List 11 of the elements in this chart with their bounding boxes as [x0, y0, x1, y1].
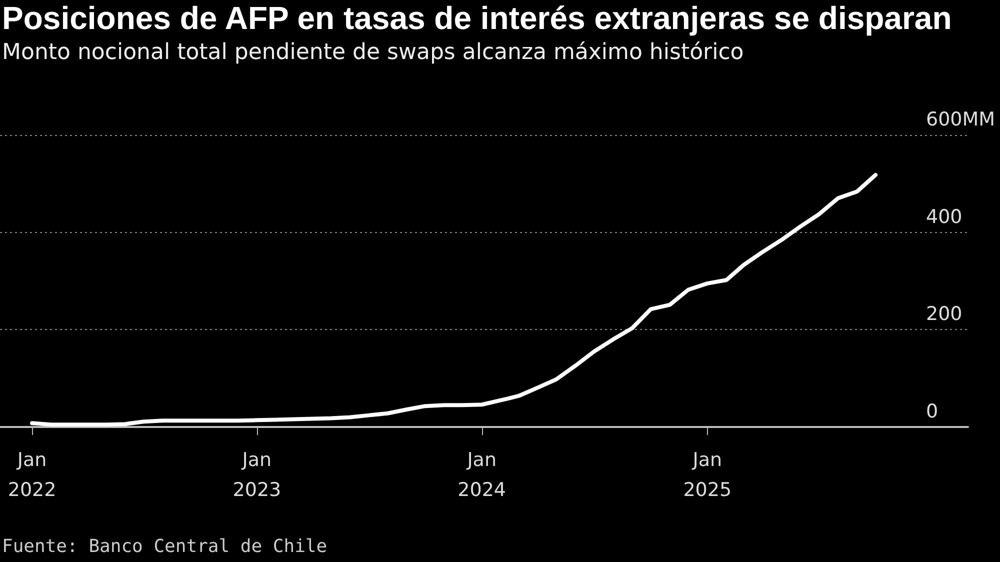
chart-subtitle: Monto nocional total pendiente de swaps alcanza máximo histórico: [2, 40, 744, 65]
x-tick-label: Jan 2022: [8, 449, 56, 501]
x-tick-label: Jan 2023: [232, 449, 282, 501]
x-tick-label: Jan 2024: [458, 449, 506, 501]
chart-title: Posiciones de AFP en tasas de interés extranjeras se disparan: [2, 0, 952, 37]
source-note: Fuente: Banco Central de Chile: [2, 536, 328, 557]
y-tick-label: 600MM: [926, 108, 996, 130]
x-tick-label: Jan 2025: [683, 449, 732, 501]
y-tick-label: 200: [926, 303, 962, 326]
y-tick-label: 0: [926, 400, 938, 422]
y-tick-label: 400: [926, 206, 962, 228]
